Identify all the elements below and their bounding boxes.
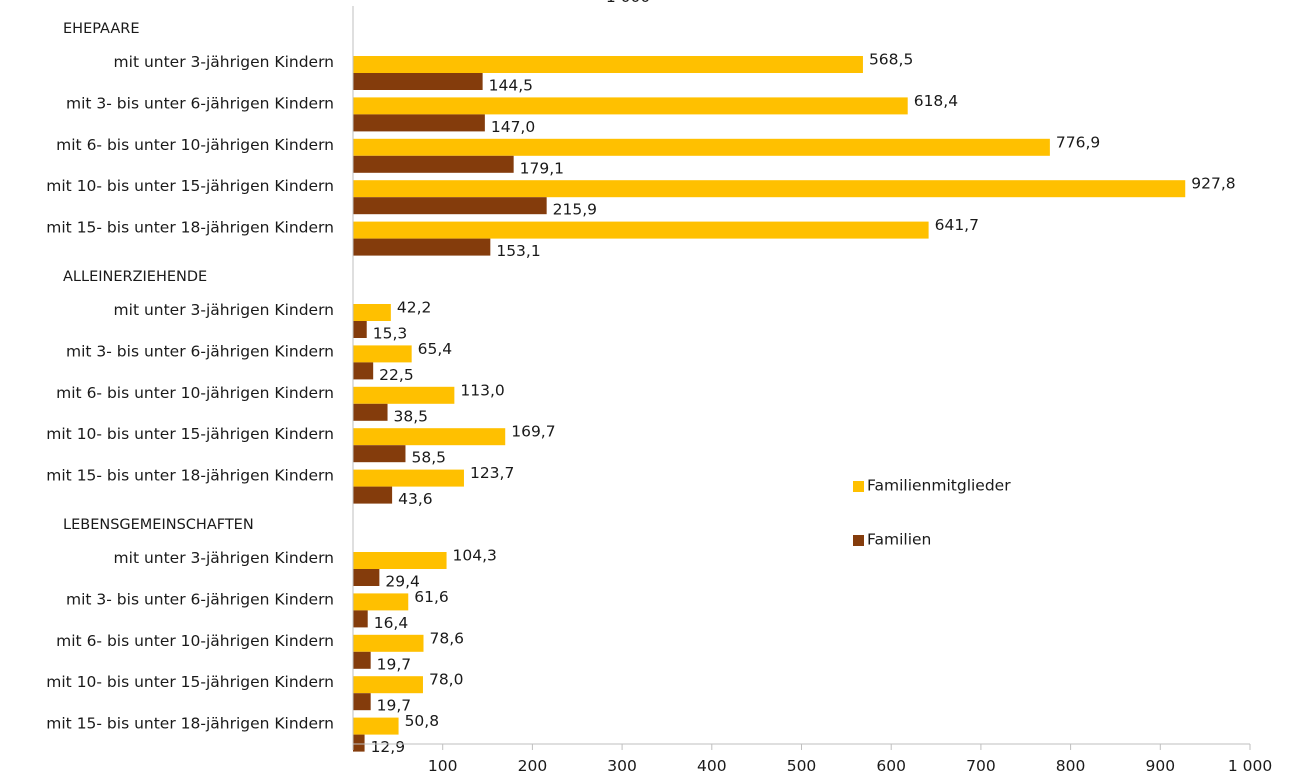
x-tick-label: 500 (787, 757, 817, 775)
bar-familienmitglieder (353, 56, 863, 73)
x-tick-label: 100 (428, 757, 458, 775)
bar-familienmitglieder (353, 345, 412, 363)
legend-swatch-familienmitglieder (853, 481, 864, 492)
bar-familien (353, 403, 388, 421)
data-label: 19,7 (377, 697, 412, 715)
group-label: EHEPAARE (63, 21, 140, 37)
category-label: mit unter 3-jährigen Kindern (114, 549, 334, 567)
data-label: 58,5 (411, 449, 446, 467)
title-layer: 1 000 (606, 0, 650, 6)
bar-familienmitglieder (353, 552, 447, 569)
bar-familienmitglieder (353, 386, 455, 404)
data-label: 50,8 (405, 712, 440, 730)
bar-familien (353, 445, 406, 463)
group-label: LEBENSGEMEINSCHAFTEN (63, 517, 254, 533)
bar-familien (353, 362, 374, 380)
bar-familien (353, 693, 371, 711)
data-label: 123,7 (470, 464, 514, 482)
data-label: 113,0 (460, 381, 504, 399)
bar-familien (353, 734, 365, 752)
data-label: 15,3 (373, 325, 408, 343)
labels-layer: EHEPAARE mit unter 3-jährigen Kindern 568,… (46, 21, 1235, 756)
data-label: 104,3 (453, 547, 497, 565)
bar-familien (353, 321, 367, 338)
category-label: mit unter 3-jährigen Kindern (114, 53, 334, 71)
x-axis: 100 200 300 400 500 600 700 800 900 1 000 (352, 6, 1272, 775)
data-label: 215,9 (553, 201, 597, 219)
x-tick-label: 200 (518, 757, 548, 775)
x-tick-label: 400 (697, 757, 727, 775)
group-label: ALLEINERZIEHENDE (63, 269, 207, 285)
category-label: mit 10- bis unter 15-jährigen Kindern (46, 177, 334, 195)
category-label: mit 6- bis unter 10-jährigen Kindern (56, 384, 334, 402)
bar-familienmitglieder (353, 469, 464, 487)
category-label: mit 15- bis unter 18-jährigen Kindern (46, 467, 334, 485)
data-label: 29,4 (385, 573, 420, 591)
bar-familien (353, 73, 483, 90)
data-label: 19,7 (377, 655, 412, 673)
data-label: 61,6 (414, 588, 449, 606)
category-label: mit 6- bis unter 10-jährigen Kindern (56, 136, 334, 154)
category-label: mit unter 3-jährigen Kindern (114, 301, 334, 319)
bar-familien (353, 114, 485, 132)
data-label: 78,6 (430, 629, 465, 647)
title-fragment: 1 000 (606, 0, 650, 6)
x-tick-label: 700 (966, 757, 996, 775)
x-tick-label: 900 (1146, 757, 1176, 775)
data-label: 38,5 (394, 407, 429, 425)
data-label: 16,4 (374, 614, 409, 632)
data-label: 776,9 (1056, 133, 1100, 151)
bar-familienmitglieder (353, 304, 391, 321)
legend: Familienmitglieder Familien (853, 477, 1011, 549)
data-label: 42,2 (397, 299, 432, 317)
category-label: mit 10- bis unter 15-jährigen Kindern (46, 673, 334, 691)
data-label: 618,4 (914, 92, 958, 110)
data-label: 65,4 (418, 340, 453, 358)
bar-familienmitglieder (353, 221, 929, 239)
category-label: mit 6- bis unter 10-jährigen Kindern (56, 632, 334, 650)
x-tick-label: 800 (1056, 757, 1086, 775)
legend-swatch-familien (853, 535, 864, 546)
bars-layer (353, 56, 1186, 752)
data-label: 144,5 (489, 77, 533, 95)
legend-label: Familien (867, 531, 931, 549)
legend-label: Familienmitglieder (867, 477, 1011, 495)
bar-familienmitglieder (353, 676, 423, 694)
x-tick-label: 300 (607, 757, 637, 775)
bar-familienmitglieder (353, 634, 424, 652)
bar-familienmitglieder (353, 180, 1186, 198)
bar-familienmitglieder (353, 428, 506, 446)
bar-familienmitglieder (353, 138, 1050, 156)
x-tick-label: 1 000 (1228, 757, 1272, 775)
category-label: mit 15- bis unter 18-jährigen Kindern (46, 219, 334, 237)
category-label: mit 3- bis unter 6-jährigen Kindern (66, 342, 334, 360)
bar-familien (353, 238, 491, 256)
data-label: 22,5 (379, 366, 414, 384)
category-label: mit 3- bis unter 6-jährigen Kindern (66, 590, 334, 608)
x-tick-label: 600 (876, 757, 906, 775)
data-label: 641,7 (935, 216, 979, 234)
data-label: 169,7 (511, 423, 555, 441)
bar-familien (353, 486, 393, 504)
bar-familien (353, 569, 380, 586)
data-label: 78,0 (429, 671, 464, 689)
category-label: mit 10- bis unter 15-jährigen Kindern (46, 425, 334, 443)
category-label: mit 3- bis unter 6-jährigen Kindern (66, 94, 334, 112)
bar-familienmitglieder (353, 97, 908, 115)
bar-familienmitglieder (353, 717, 399, 735)
data-label: 43,6 (398, 490, 433, 508)
data-label: 927,8 (1191, 175, 1235, 193)
data-label: 12,9 (371, 738, 406, 756)
data-label: 147,0 (491, 118, 535, 136)
data-label: 568,5 (869, 51, 913, 69)
data-label: 179,1 (520, 159, 564, 177)
category-label: mit 15- bis unter 18-jährigen Kindern (46, 715, 334, 733)
data-label: 153,1 (496, 242, 540, 260)
bar-familien (353, 610, 368, 628)
bar-familien (353, 155, 514, 173)
bar-familien (353, 651, 371, 669)
bar-familien (353, 197, 547, 215)
bar-familienmitglieder (353, 593, 409, 611)
